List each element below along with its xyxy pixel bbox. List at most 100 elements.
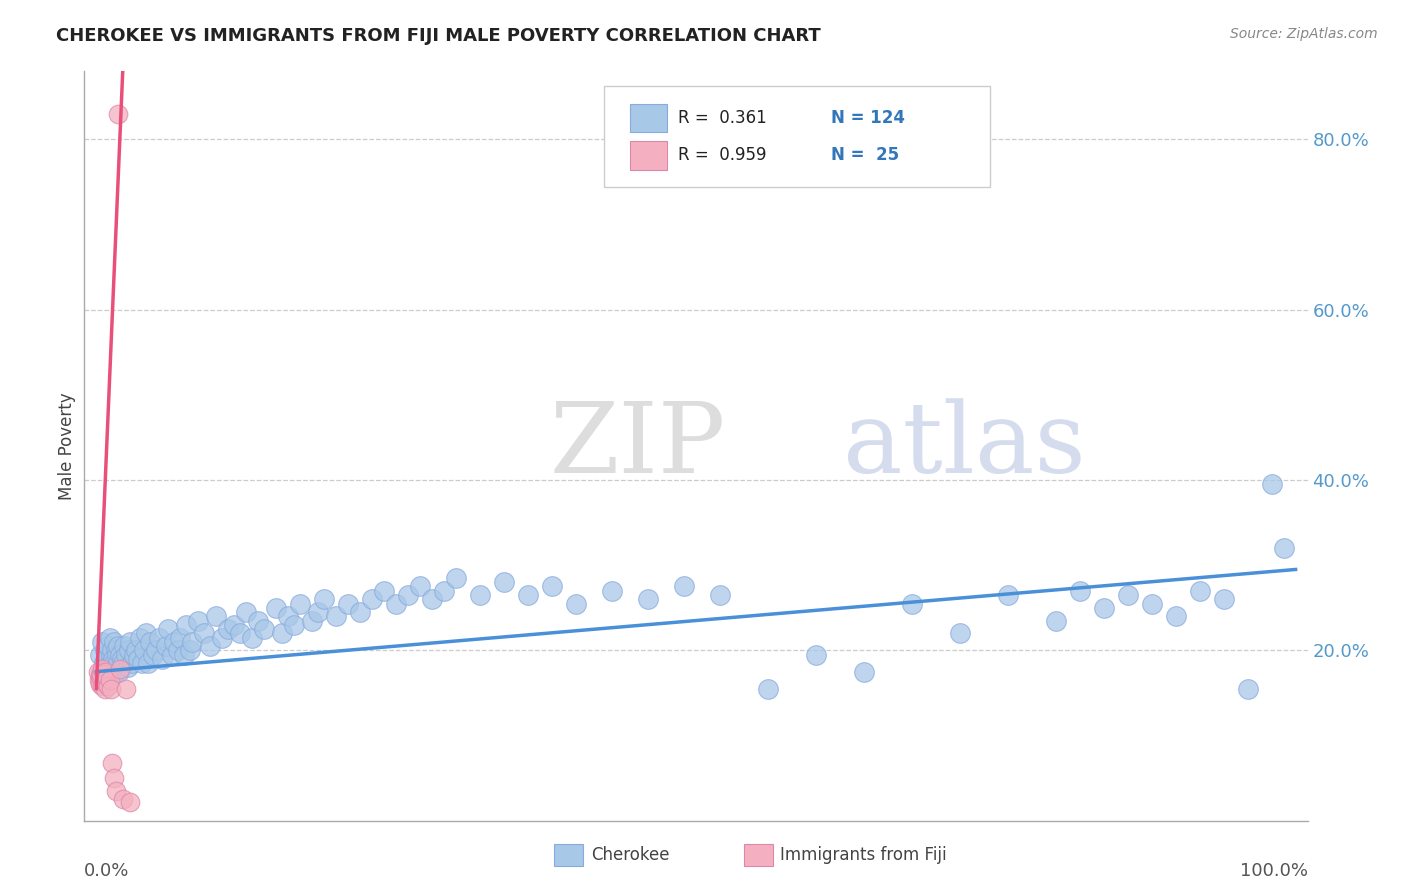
Point (314, 592, 336, 607)
Point (804, 648, 827, 662)
Point (949, 626, 972, 640)
Point (468, 588, 491, 602)
Point (167, 643, 190, 657)
Point (93, 665, 117, 679)
Point (131, 656, 153, 670)
Point (93, 681, 117, 696)
Point (1116, 588, 1139, 602)
Point (637, 592, 659, 607)
Point (517, 588, 540, 602)
Point (115, 681, 138, 696)
Point (229, 626, 252, 640)
Point (420, 592, 443, 607)
Point (179, 643, 201, 657)
Point (235, 605, 257, 619)
Point (565, 597, 588, 611)
Text: Immigrants from Fiji: Immigrants from Fiji (780, 847, 948, 864)
Point (283, 617, 305, 632)
Point (89, 648, 111, 662)
Point (93, 665, 117, 679)
Point (672, 580, 695, 594)
Point (541, 580, 564, 594)
Text: N =  25: N = 25 (831, 146, 898, 164)
Point (91, 635, 114, 649)
Point (160, 648, 183, 662)
Text: N = 124: N = 124 (831, 109, 904, 127)
Point (187, 614, 209, 628)
Point (90, 667, 112, 681)
Point (101, 756, 124, 770)
Point (148, 631, 170, 645)
Point (901, 597, 924, 611)
FancyBboxPatch shape (605, 87, 990, 187)
Point (91, 679, 114, 693)
Point (100, 648, 122, 662)
Point (98, 673, 121, 688)
Point (1164, 609, 1187, 624)
Point (396, 588, 419, 602)
Point (600, 583, 623, 598)
Point (97, 639, 120, 653)
Point (101, 656, 124, 670)
Point (139, 635, 162, 649)
Point (217, 622, 239, 636)
Point (91, 662, 114, 676)
Point (240, 631, 263, 645)
Point (98, 631, 121, 645)
Point (163, 635, 186, 649)
Point (108, 665, 131, 679)
Point (1069, 583, 1091, 598)
Text: R =  0.361: R = 0.361 (678, 109, 766, 127)
Point (93, 643, 117, 657)
Point (271, 626, 294, 640)
Point (94, 675, 117, 690)
Point (211, 631, 233, 645)
Point (997, 588, 1019, 602)
Point (89, 677, 111, 691)
Point (125, 643, 148, 657)
Point (173, 648, 195, 662)
FancyBboxPatch shape (630, 103, 666, 132)
FancyBboxPatch shape (630, 141, 666, 169)
Point (111, 656, 134, 670)
Point (433, 583, 456, 598)
Point (107, 107, 129, 121)
Point (86, 665, 108, 679)
Point (118, 635, 141, 649)
Point (105, 648, 128, 662)
Point (852, 665, 875, 679)
Point (103, 771, 125, 785)
Point (1272, 541, 1295, 556)
Point (134, 643, 156, 657)
Point (87, 673, 110, 688)
Point (104, 643, 127, 657)
Point (104, 784, 127, 798)
Point (193, 626, 215, 640)
Text: R =  0.959: R = 0.959 (678, 146, 766, 164)
Point (205, 609, 228, 624)
Point (253, 622, 276, 636)
Point (136, 656, 159, 670)
Point (200, 639, 222, 653)
Point (247, 614, 270, 628)
Point (93, 656, 115, 670)
Point (121, 656, 143, 670)
Point (385, 597, 408, 611)
Point (110, 652, 132, 666)
Point (756, 681, 779, 696)
Point (145, 643, 167, 657)
Point (93, 675, 115, 690)
Point (1236, 681, 1258, 696)
Point (111, 792, 134, 806)
Text: Source: ZipAtlas.com: Source: ZipAtlas.com (1230, 27, 1378, 41)
Point (104, 665, 127, 679)
Text: 0.0%: 0.0% (84, 862, 129, 880)
Point (181, 635, 204, 649)
Point (93, 667, 115, 681)
Point (1260, 477, 1282, 491)
Point (107, 639, 129, 653)
Point (89, 669, 111, 683)
Text: CHEROKEE VS IMMIGRANTS FROM FIJI MALE POVERTY CORRELATION CHART: CHEROKEE VS IMMIGRANTS FROM FIJI MALE PO… (56, 27, 821, 45)
Point (118, 795, 141, 809)
Point (98, 656, 121, 670)
